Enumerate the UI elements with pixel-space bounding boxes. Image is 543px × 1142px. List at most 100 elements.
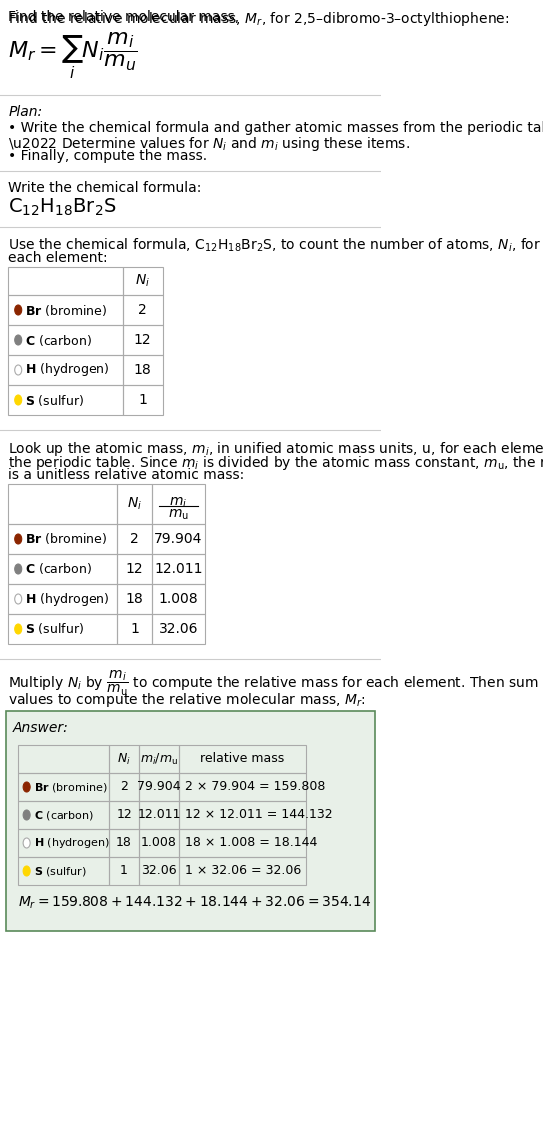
Text: • Finally, compute the mass.: • Finally, compute the mass. [8,148,207,163]
Circle shape [15,305,22,315]
Text: relative mass: relative mass [200,753,285,765]
Bar [152,584,205,614]
Bar [139,773,179,801]
Text: 18: 18 [116,836,132,850]
Text: 2 × 79.904 = 159.808: 2 × 79.904 = 159.808 [185,780,325,794]
Text: $\mathbf{S}$ (sulfur): $\mathbf{S}$ (sulfur) [25,621,84,636]
Bar [123,355,162,385]
Text: \u2022 Determine values for $N_i$ and $m_i$ using these items.: \u2022 Determine values for $N_i$ and $m… [8,135,411,153]
Text: 1: 1 [130,622,139,636]
Text: Multiply $N_i$ by $\dfrac{m_i}{m_\mathrm{u}}$ to compute the relative mass for e: Multiply $N_i$ by $\dfrac{m_i}{m_\mathrm… [8,669,543,698]
Text: $\mathbf{H}$ (hydrogen): $\mathbf{H}$ (hydrogen) [25,362,110,378]
Bar [18,773,109,801]
Circle shape [23,866,30,876]
Circle shape [23,782,30,793]
Bar [179,801,306,829]
Bar [109,856,139,885]
Text: $\mathbf{H}$ (hydrogen): $\mathbf{H}$ (hydrogen) [25,590,110,608]
Text: $M_r = \sum_i N_i \dfrac{m_i}{m_u}$: $M_r = \sum_i N_i \dfrac{m_i}{m_u}$ [8,30,138,81]
Text: 18 × 1.008 = 18.144: 18 × 1.008 = 18.144 [185,836,318,850]
Bar [152,524,205,554]
Circle shape [15,534,22,544]
Text: 12: 12 [134,333,151,347]
Text: $\mathrm{C_{12}H_{18}Br_2S}$: $\mathrm{C_{12}H_{18}Br_2S}$ [8,198,117,218]
Bar [117,584,152,614]
Text: Plan:: Plan: [8,105,42,119]
Bar [8,524,117,554]
Circle shape [23,810,30,820]
Bar [18,801,109,829]
Text: 12: 12 [116,809,132,821]
Text: $\mathbf{S}$ (sulfur): $\mathbf{S}$ (sulfur) [34,864,86,877]
Circle shape [15,395,22,405]
Bar [179,745,306,773]
Text: 2: 2 [130,532,139,546]
Bar [139,829,179,856]
Bar [8,385,123,415]
Text: Look up the atomic mass, $m_i$, in unified atomic mass units, u, for each elemen: Look up the atomic mass, $m_i$, in unifi… [8,440,543,458]
Bar [8,267,123,295]
Bar [8,325,123,355]
Bar [8,554,117,584]
Bar [117,524,152,554]
Text: 2: 2 [138,303,147,317]
Text: values to compute the relative molecular mass, $M_r$:: values to compute the relative molecular… [8,691,366,709]
Bar [18,856,109,885]
Text: 1 × 32.06 = 32.06: 1 × 32.06 = 32.06 [185,864,301,877]
Bar [8,584,117,614]
Circle shape [15,365,22,375]
Bar [8,355,123,385]
Text: 1: 1 [138,393,147,407]
Text: $\mathbf{Br}$ (bromine): $\mathbf{Br}$ (bromine) [25,531,108,547]
Bar [123,267,162,295]
Circle shape [15,594,22,604]
Bar [179,856,306,885]
Text: Write the chemical formula:: Write the chemical formula: [8,180,202,195]
Text: $m_i/m_\mathrm{u}$: $m_i/m_\mathrm{u}$ [140,751,178,766]
Bar [109,801,139,829]
Bar [117,554,152,584]
Text: 32.06: 32.06 [159,622,198,636]
Text: 12.011: 12.011 [137,809,181,821]
Text: each element:: each element: [8,251,108,265]
Text: $m_\mathrm{u}$: $m_\mathrm{u}$ [168,508,189,522]
Bar [123,325,162,355]
Text: 18: 18 [125,592,143,606]
Circle shape [15,335,22,345]
Text: 32.06: 32.06 [141,864,177,877]
Text: $M_r = 159.808 + 144.132 + 18.144 + 32.06 = 354.14$: $M_r = 159.808 + 144.132 + 18.144 + 32.0… [18,895,371,911]
Text: $N_i$: $N_i$ [135,273,150,289]
Text: 12.011: 12.011 [154,562,203,576]
Text: $\mathbf{S}$ (sulfur): $\mathbf{S}$ (sulfur) [25,393,84,408]
Bar [139,856,179,885]
Text: Answer:: Answer: [12,721,68,735]
Bar [179,829,306,856]
Text: 79.904: 79.904 [154,532,203,546]
Text: 12 × 12.011 = 144.132: 12 × 12.011 = 144.132 [185,809,333,821]
Text: 1: 1 [120,864,128,877]
Text: 1.008: 1.008 [141,836,177,850]
Text: Use the chemical formula, $\mathrm{C_{12}H_{18}Br_2S}$, to count the number of a: Use the chemical formula, $\mathrm{C_{12… [8,238,541,255]
Text: • Write the chemical formula and gather atomic masses from the periodic table.: • Write the chemical formula and gather … [8,121,543,135]
Text: 79.904: 79.904 [137,780,181,794]
Text: $\mathbf{Br}$ (bromine): $\mathbf{Br}$ (bromine) [25,303,108,317]
Bar [18,829,109,856]
Bar [139,745,179,773]
Circle shape [23,838,30,849]
Text: 12: 12 [126,562,143,576]
Bar [117,484,152,524]
Bar [5,711,375,931]
Text: the periodic table. Since $m_i$ is divided by the atomic mass constant, $m_\math: the periodic table. Since $m_i$ is divid… [8,455,543,472]
Bar [152,614,205,644]
Text: $\mathbf{C}$ (carbon): $\mathbf{C}$ (carbon) [25,332,92,347]
Bar [8,614,117,644]
Bar [152,484,205,524]
Circle shape [15,624,22,634]
Text: $\mathbf{C}$ (carbon): $\mathbf{C}$ (carbon) [25,562,92,577]
Text: $m_i$: $m_i$ [169,496,187,510]
Text: is a unitless relative atomic mass:: is a unitless relative atomic mass: [8,468,245,482]
Bar [18,745,109,773]
Bar [8,295,123,325]
Bar [117,614,152,644]
Bar [152,554,205,584]
